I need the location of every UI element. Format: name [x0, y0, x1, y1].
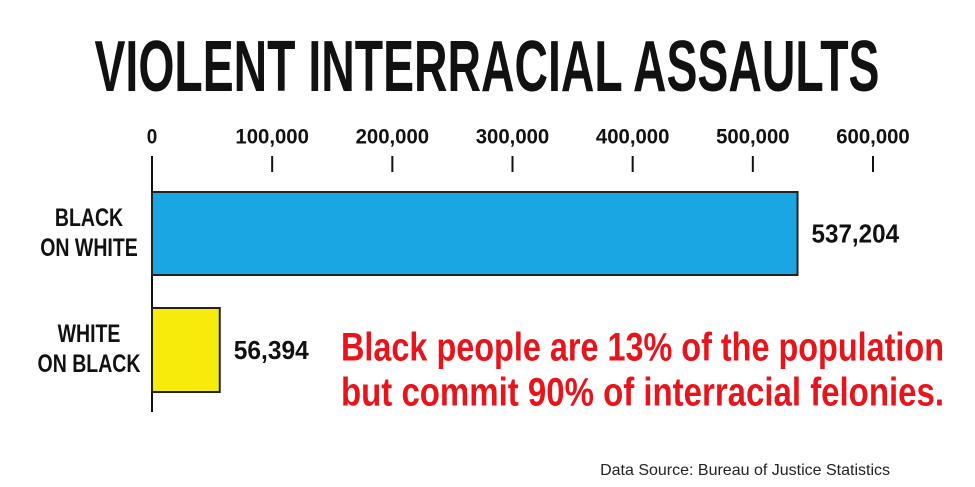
value-label: 56,394: [234, 335, 310, 365]
annotation: but commit 90% of interracial felonies.: [341, 371, 944, 415]
x-tick-label: 0: [147, 126, 158, 149]
x-tick-label: 100,000: [235, 126, 309, 149]
source-note: Data Source: Bureau of Justice Statistic…: [600, 462, 890, 479]
chart-title: VIOLENT INTERRACIAL ASSAULTS: [95, 27, 880, 107]
value-label: 537,204: [812, 218, 900, 248]
category-label: BLACK ON WHITE: [40, 203, 138, 262]
category-label: WHITE ON BLACK: [37, 320, 141, 378]
annotation: Black people are 13% of the population: [341, 326, 944, 370]
bar: [151, 307, 221, 393]
x-tick-label: 200,000: [356, 126, 430, 149]
bar: [151, 191, 799, 276]
x-tick-label: 300,000: [476, 126, 550, 149]
x-tick-label: 600,000: [836, 126, 910, 149]
x-tick-label: 400,000: [596, 126, 670, 149]
x-tick-label: 500,000: [716, 126, 790, 149]
